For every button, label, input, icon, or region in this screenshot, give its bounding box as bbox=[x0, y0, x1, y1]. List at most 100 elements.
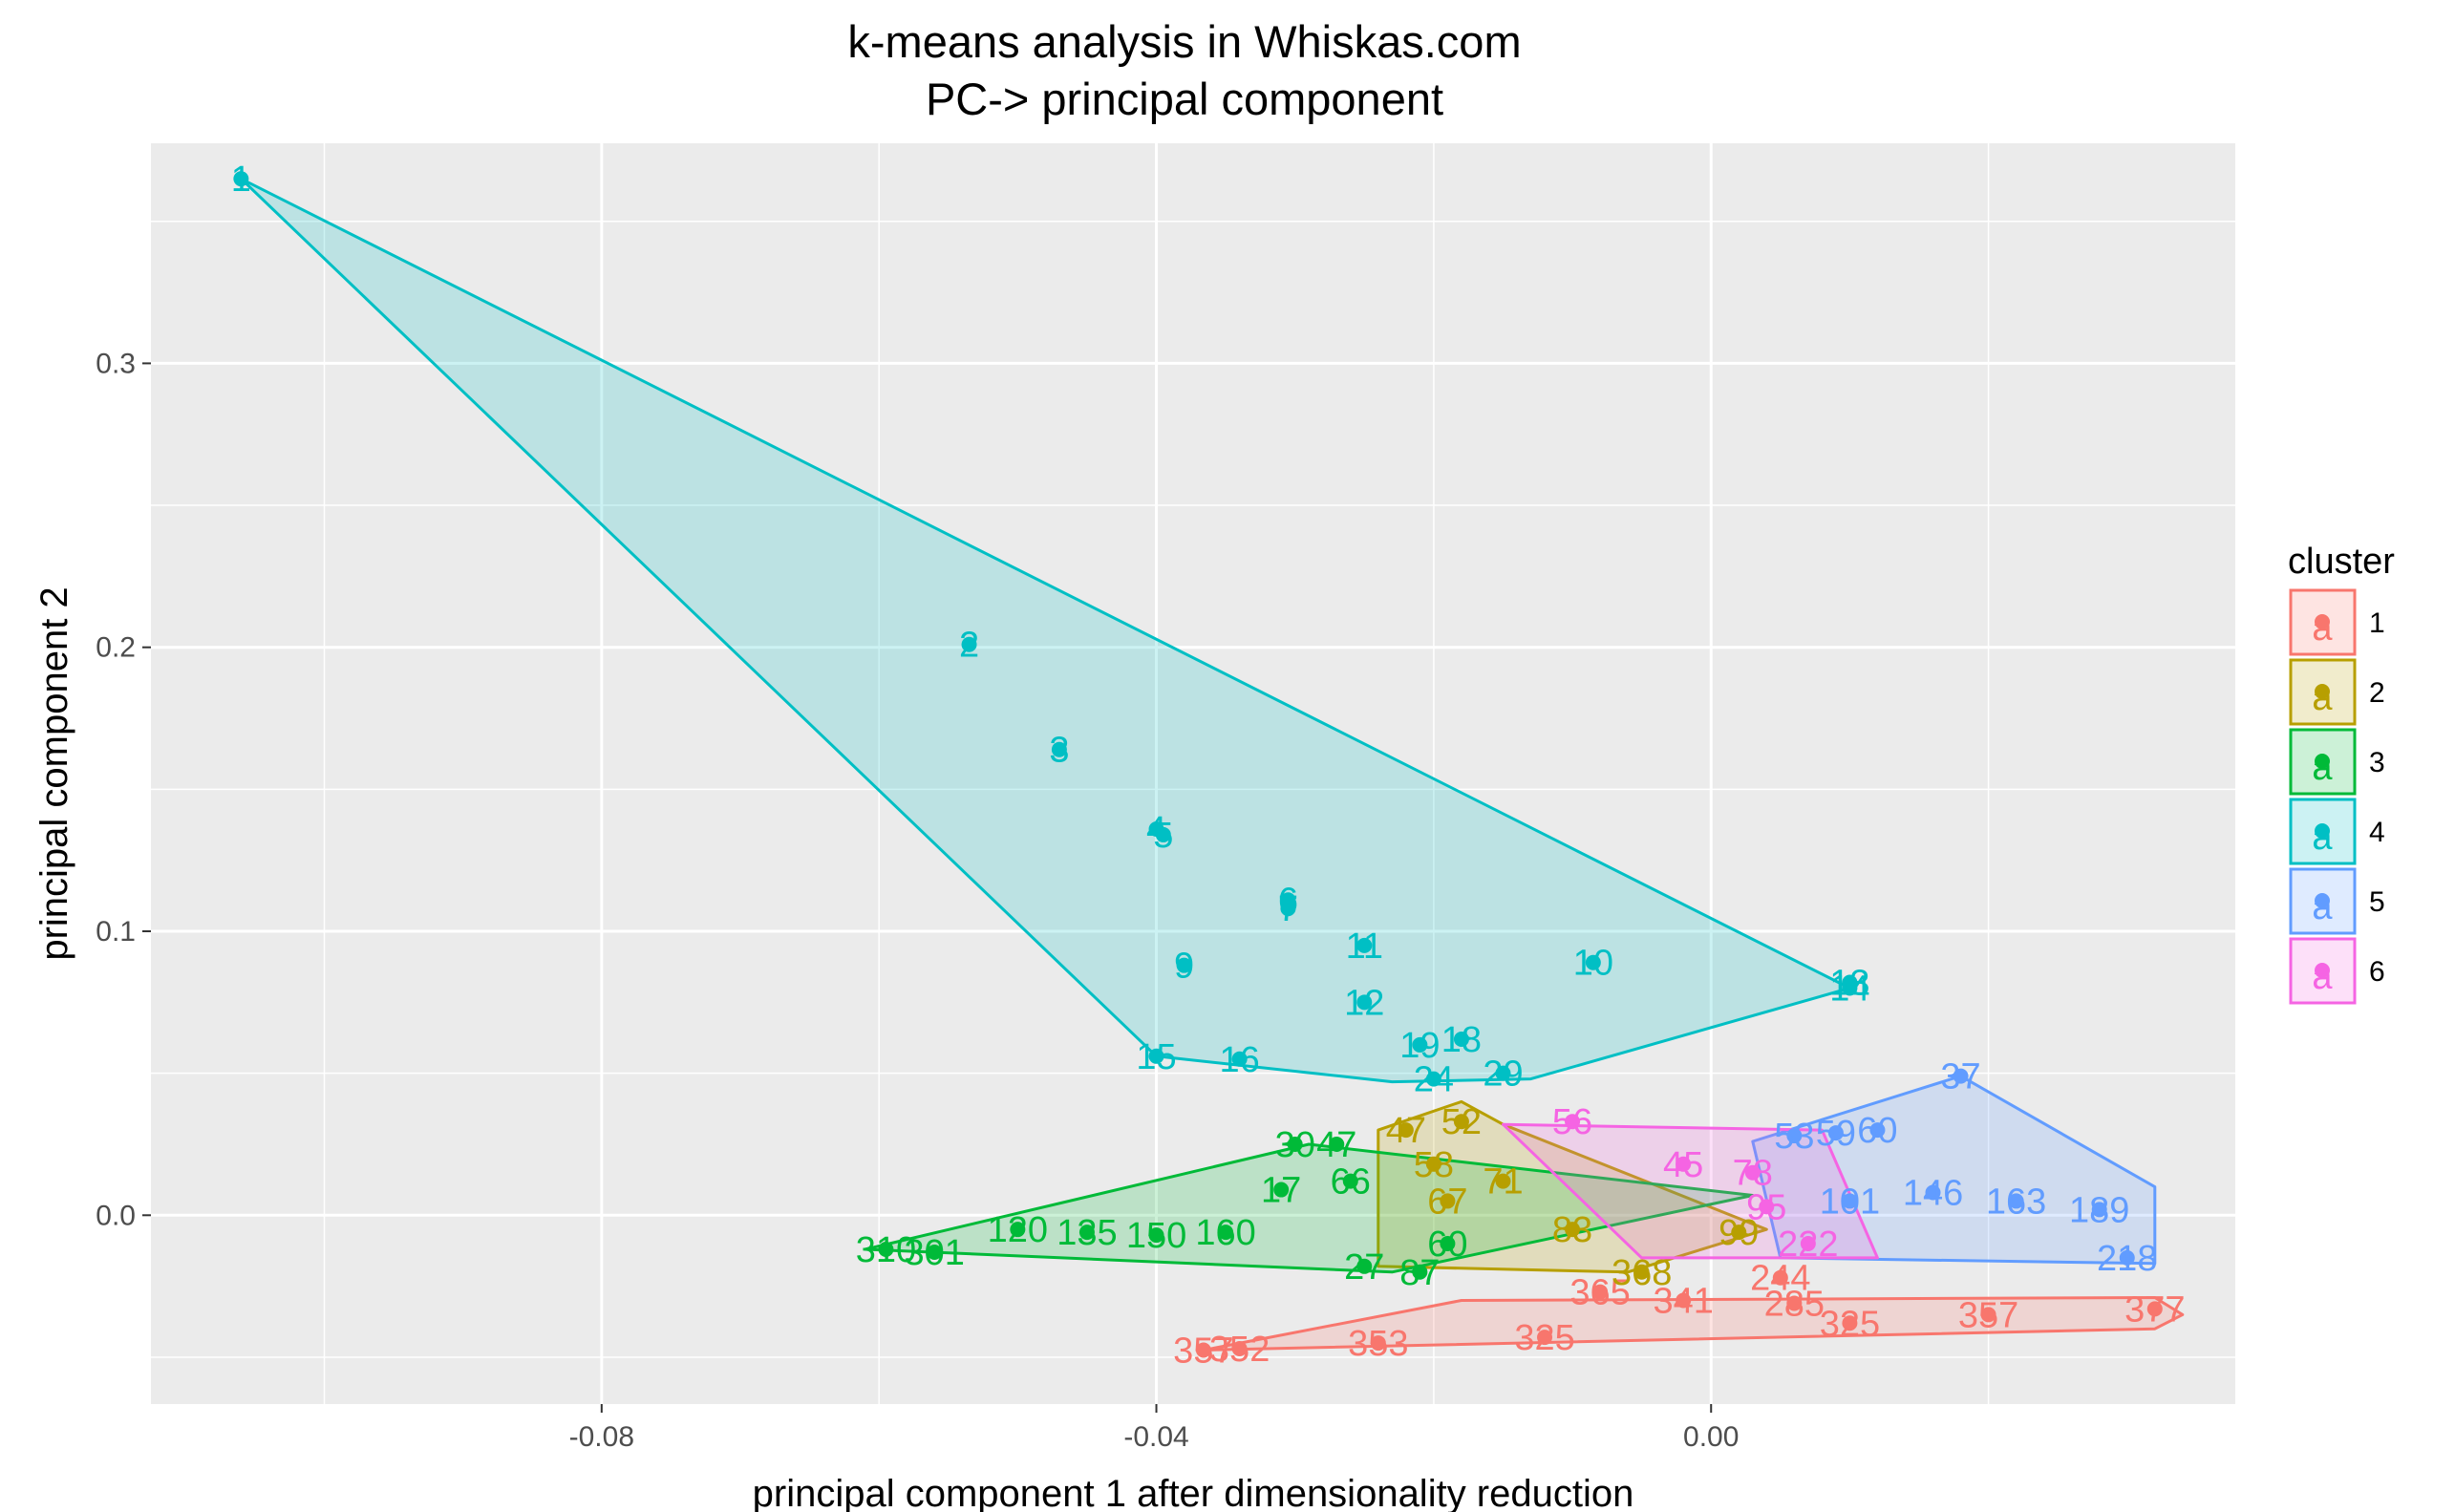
x-axis: -0.08 -0.04 0.00 bbox=[569, 1404, 1739, 1453]
data-point bbox=[1980, 1307, 1996, 1323]
legend-label: 2 bbox=[2369, 677, 2385, 709]
legend-title: cluster bbox=[2288, 542, 2395, 582]
data-point-label: 120 bbox=[988, 1210, 1048, 1250]
x-axis-title: principal component 1 after dimensionali… bbox=[753, 1473, 1634, 1512]
data-point-label: 285 bbox=[1764, 1284, 1825, 1324]
data-point bbox=[1356, 937, 1373, 953]
data-point bbox=[1370, 1335, 1386, 1352]
data-point-label: 1 bbox=[231, 160, 251, 200]
data-point bbox=[1425, 1071, 1441, 1087]
cluster-hull-1 bbox=[1202, 1296, 2185, 1352]
data-point-label: 218 bbox=[2097, 1239, 2157, 1279]
data-point-label: 163 bbox=[1986, 1182, 2046, 1222]
data-point bbox=[1155, 826, 1171, 842]
data-point-label: 189 bbox=[2069, 1190, 2129, 1230]
data-point-label: 87 bbox=[1399, 1253, 1440, 1293]
data-point-label: 135 bbox=[1057, 1213, 1117, 1253]
cluster-hull-5 bbox=[1751, 1075, 2157, 1266]
data-point-label: 353 bbox=[1348, 1324, 1408, 1364]
data-point bbox=[1453, 1031, 1469, 1047]
plot-panel bbox=[151, 143, 2235, 1404]
data-point bbox=[1744, 1164, 1761, 1181]
data-point-label: 11 bbox=[1346, 926, 1383, 967]
data-point bbox=[1592, 1284, 1609, 1300]
data-point-label: 71 bbox=[1483, 1162, 1523, 1203]
y-tick-label: 0.2 bbox=[96, 632, 136, 664]
legend-key-point bbox=[2315, 963, 2330, 978]
data-point-label: 357 bbox=[1173, 1331, 1233, 1372]
data-point bbox=[1565, 1114, 1581, 1130]
cluster-hull-4 bbox=[239, 177, 1851, 1084]
data-point-label: 150 bbox=[1126, 1216, 1186, 1256]
data-point-label: 45 bbox=[1663, 1145, 1703, 1185]
data-point bbox=[1280, 901, 1296, 917]
data-point-label: 7 bbox=[1278, 889, 1298, 929]
legend-item-4: a4 bbox=[2289, 798, 2385, 865]
x-tick-label: -0.04 bbox=[1123, 1421, 1188, 1453]
legend-key-6 bbox=[2289, 937, 2357, 1005]
chart-subtitle: PC-> principal component bbox=[926, 74, 1443, 124]
legend-key-point bbox=[2315, 823, 2330, 839]
data-point bbox=[1398, 1122, 1414, 1139]
y-tick-label: 0.1 bbox=[96, 916, 136, 948]
data-point bbox=[1342, 1173, 1358, 1189]
data-point-label: 9 bbox=[1174, 947, 1194, 987]
data-point-label: 78 bbox=[1733, 1154, 1773, 1194]
data-point bbox=[1231, 1051, 1248, 1067]
data-point-label: 310 bbox=[856, 1230, 916, 1270]
data-point bbox=[1827, 1125, 1844, 1141]
legend-label: 5 bbox=[2369, 886, 2385, 918]
data-point-label: 17 bbox=[1261, 1171, 1301, 1211]
data-point bbox=[2008, 1193, 2024, 1209]
data-point-label: 60 bbox=[1427, 1225, 1467, 1265]
data-point bbox=[1495, 1065, 1511, 1081]
chart-title: k-means analysis in Whiskas.com bbox=[847, 16, 1521, 67]
data-point bbox=[1565, 1222, 1581, 1238]
data-point-label: 66 bbox=[1331, 1162, 1371, 1203]
data-point-label: 365 bbox=[1569, 1273, 1630, 1313]
data-point-label: 52 bbox=[1441, 1102, 1482, 1142]
data-point-label: 95 bbox=[1746, 1187, 1786, 1227]
data-point bbox=[1842, 1193, 1858, 1209]
data-point-label: 15 bbox=[1136, 1037, 1176, 1077]
data-point bbox=[1412, 1036, 1428, 1053]
data-point bbox=[1953, 1068, 1969, 1084]
data-point-label: 2 bbox=[959, 626, 979, 666]
data-point-label: 160 bbox=[1195, 1213, 1255, 1253]
major-gridlines bbox=[151, 143, 2235, 1404]
data-point-label: 325 bbox=[1514, 1318, 1574, 1358]
data-point-label: 83 bbox=[1552, 1210, 1592, 1250]
legend-label: 4 bbox=[2369, 817, 2385, 848]
data-point bbox=[1759, 1199, 1775, 1215]
data-point bbox=[1772, 1269, 1788, 1286]
data-point-label: 56 bbox=[1552, 1102, 1592, 1142]
data-point bbox=[1412, 1264, 1428, 1280]
data-point bbox=[1842, 980, 1858, 996]
data-point-label: 341 bbox=[1653, 1281, 1713, 1321]
data-point-label: 10 bbox=[1573, 944, 1613, 984]
data-point bbox=[1676, 1292, 1692, 1309]
data-point-label: 59 bbox=[1816, 1114, 1856, 1154]
data-point-label: 29 bbox=[1483, 1054, 1523, 1095]
y-tick-label: 0.3 bbox=[96, 348, 136, 379]
data-point bbox=[1585, 954, 1601, 970]
cluster-hull-3 bbox=[864, 1142, 1755, 1274]
data-point-label: 67 bbox=[1427, 1182, 1467, 1222]
data-point bbox=[1329, 1136, 1345, 1152]
data-point-label: 244 bbox=[1750, 1259, 1810, 1299]
data-point-label: 352 bbox=[1209, 1330, 1270, 1370]
data-point-label: 325 bbox=[1820, 1304, 1880, 1344]
data-point-label: 47 bbox=[1316, 1125, 1356, 1165]
data-point-label: 146 bbox=[1903, 1174, 1963, 1214]
data-point bbox=[1148, 1048, 1164, 1064]
data-point bbox=[1218, 1225, 1234, 1241]
x-tick-label: 0.00 bbox=[1683, 1421, 1739, 1453]
data-point-label: 47 bbox=[1386, 1111, 1426, 1151]
cluster-hull-2 bbox=[1377, 1099, 1768, 1274]
data-point-label: 12 bbox=[1344, 983, 1384, 1023]
cluster-hulls bbox=[239, 177, 2185, 1352]
data-point bbox=[1800, 1236, 1816, 1252]
minor-gridlines bbox=[151, 143, 2235, 1404]
